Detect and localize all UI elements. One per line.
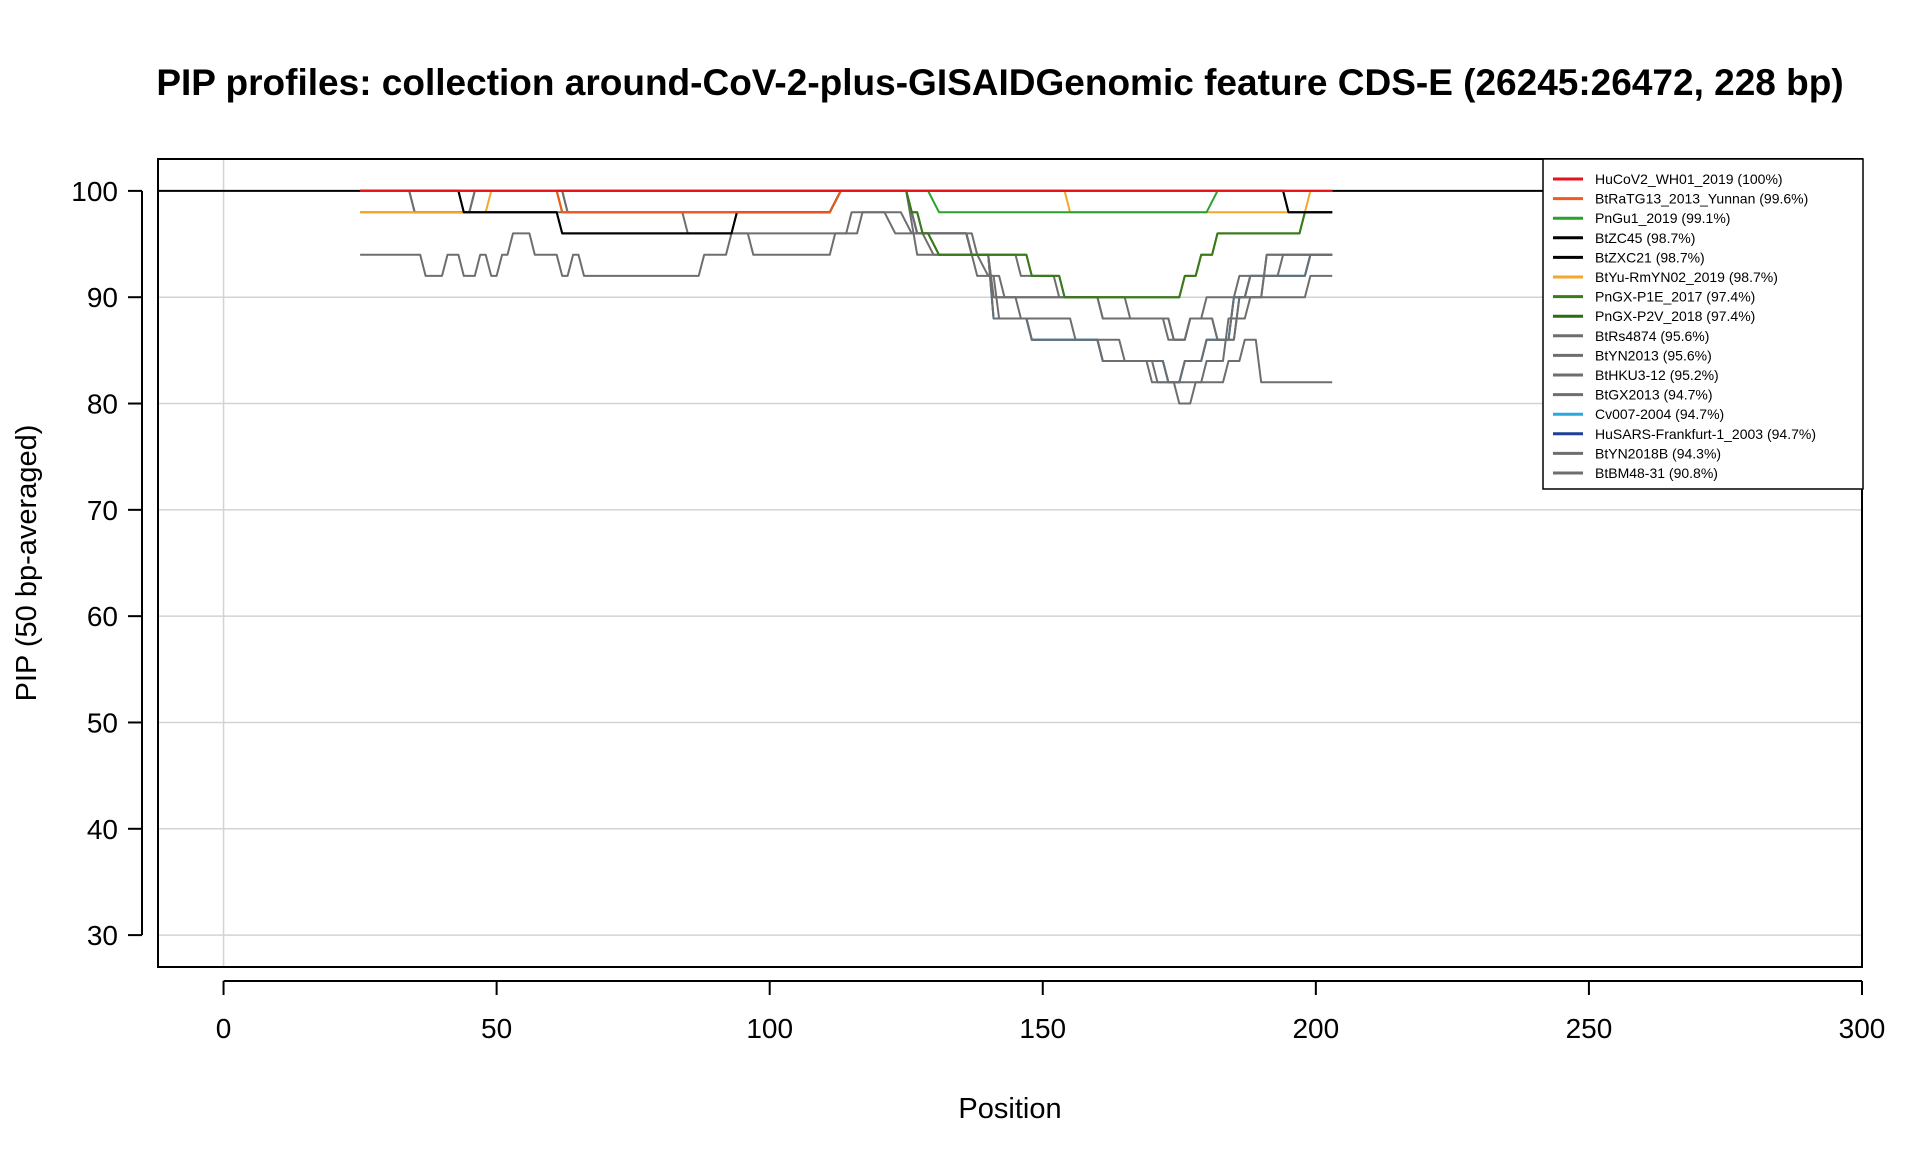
series-line-1 xyxy=(360,189,1333,214)
x-tick-label-50: 50 xyxy=(481,1013,512,1044)
y-tick-label-30: 30 xyxy=(87,920,118,951)
legend-label-15: BtBM48-31 (90.8%) xyxy=(1595,465,1718,481)
y-tick-label-100: 100 xyxy=(71,176,118,207)
x-axis: 0 50 100 150 200 250 300 xyxy=(216,980,1886,1044)
y-tick-label-60: 60 xyxy=(87,601,118,632)
legend-label-13: HuSARS-Frankfurt-1_2003 (94.7%) xyxy=(1595,426,1816,442)
y-tick-label-90: 90 xyxy=(87,282,118,313)
y-tick-label-50: 50 xyxy=(87,707,118,738)
legend-label-3: BtZC45 (98.7%) xyxy=(1595,230,1695,246)
series-line-9 xyxy=(360,189,1333,341)
legend-label-14: BtYN2018B (94.3%) xyxy=(1595,445,1721,461)
series-line-11 xyxy=(360,189,1333,384)
series-line-8 xyxy=(360,189,1333,341)
x-tick-label-100: 100 xyxy=(746,1013,793,1044)
series-line-12 xyxy=(360,189,1333,384)
legend-label-12: Cv007-2004 (94.7%) xyxy=(1595,406,1724,422)
legend-label-7: PnGX-P2V_2018 (97.4%) xyxy=(1595,308,1755,324)
chart-title: PIP profiles: collection around-CoV-2-pl… xyxy=(156,62,1843,103)
x-tick-label-200: 200 xyxy=(1292,1013,1339,1044)
y-tick-label-70: 70 xyxy=(87,495,118,526)
legend-label-5: BtYu-RmYN02_2019 (98.7%) xyxy=(1595,269,1778,285)
y-tick-label-80: 80 xyxy=(87,389,118,420)
legend-label-10: BtHKU3-12 (95.2%) xyxy=(1595,367,1719,383)
series-line-6 xyxy=(360,189,1333,299)
legend-label-9: BtYN2013 (95.6%) xyxy=(1595,347,1712,363)
legend-label-0: HuCoV2_WH01_2019 (100%) xyxy=(1595,171,1783,187)
x-tick-label-250: 250 xyxy=(1566,1013,1613,1044)
legend-label-11: BtGX2013 (94.7%) xyxy=(1595,387,1713,403)
series-line-13 xyxy=(360,189,1333,384)
x-axis-label: Position xyxy=(958,1093,1061,1125)
legend-label-8: BtRs4874 (95.6%) xyxy=(1595,328,1709,344)
grid-lines xyxy=(158,159,1862,967)
legend-label-4: BtZXC21 (98.7%) xyxy=(1595,249,1705,265)
legend: HuCoV2_WH01_2019 (100%) BtRaTG13_2013_Yun… xyxy=(1542,158,1864,490)
series-line-15 xyxy=(360,211,1333,384)
legend-label-2: PnGu1_2019 (99.1%) xyxy=(1595,210,1730,226)
y-axis-label: PIP (50 bp-averaged) xyxy=(11,425,43,702)
y-axis: 30 40 50 60 70 80 90 100 xyxy=(71,176,143,951)
legend-label-6: PnGX-P1E_2017 (97.4%) xyxy=(1595,289,1755,305)
legend-box xyxy=(1542,158,1864,490)
x-tick-label-300: 300 xyxy=(1839,1013,1886,1044)
series-line-3 xyxy=(360,189,1333,235)
series-line-14 xyxy=(360,189,1333,405)
series-line-2 xyxy=(360,189,1333,214)
plot-frame xyxy=(157,158,1863,968)
y-tick-label-40: 40 xyxy=(87,814,118,845)
series-lines xyxy=(360,189,1333,405)
legend-label-1: BtRaTG13_2013_Yunnan (99.6%) xyxy=(1595,191,1808,207)
x-tick-label-0: 0 xyxy=(216,1013,232,1044)
x-tick-label-150: 150 xyxy=(1019,1013,1066,1044)
series-line-5 xyxy=(360,189,1333,214)
series-line-7 xyxy=(360,189,1333,299)
